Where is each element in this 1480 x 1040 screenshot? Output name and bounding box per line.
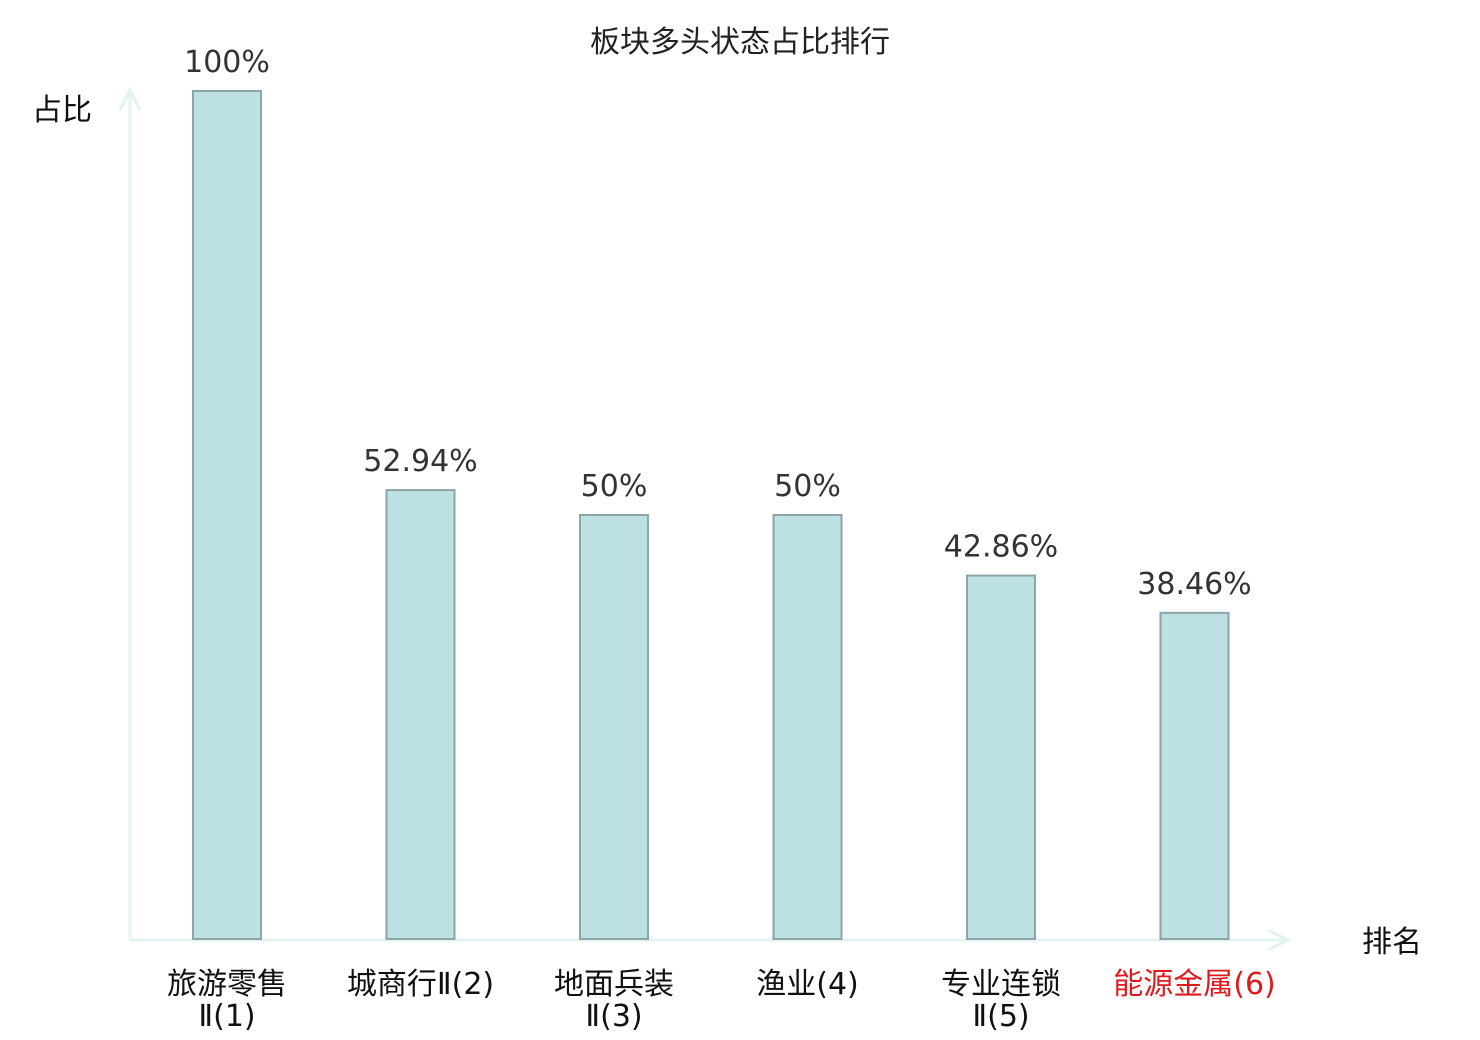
bar <box>966 574 1036 940</box>
bar-value-label: 100% <box>184 45 270 80</box>
x-axis-arrow <box>1267 928 1292 952</box>
chart-title: 板块多头状态占比排行 <box>590 25 890 60</box>
y-axis-label: 占比 <box>32 93 92 128</box>
bar-value-label: 50% <box>581 469 648 504</box>
x-tick-label: Ⅱ(1) <box>198 999 255 1034</box>
bar-value-label: 50% <box>774 469 841 504</box>
x-tick-label: Ⅱ(3) <box>585 999 642 1034</box>
bar <box>579 514 649 940</box>
x-axis-label: 排名 <box>1362 925 1422 960</box>
bar <box>385 489 456 940</box>
x-tick-label: Ⅱ(5) <box>972 999 1029 1034</box>
x-tick-label: 旅游零售 <box>167 967 287 1002</box>
x-tick-label: 地面兵装 <box>554 967 674 1002</box>
bar-value-label: 52.94% <box>363 444 477 479</box>
bar-value-label: 38.46% <box>1137 567 1251 602</box>
bar-value-label: 42.86% <box>944 530 1058 565</box>
x-tick-label: 城商行Ⅱ(2) <box>347 967 494 1002</box>
bar <box>772 514 843 940</box>
x-tick-label: 能源金属(6) <box>1113 967 1276 1002</box>
bar <box>1159 611 1230 940</box>
x-tick-label: 专业连锁 <box>941 967 1061 1002</box>
x-tick-label: 渔业(4) <box>756 967 859 1002</box>
bar <box>192 90 262 940</box>
y-axis-arrow <box>118 86 142 111</box>
